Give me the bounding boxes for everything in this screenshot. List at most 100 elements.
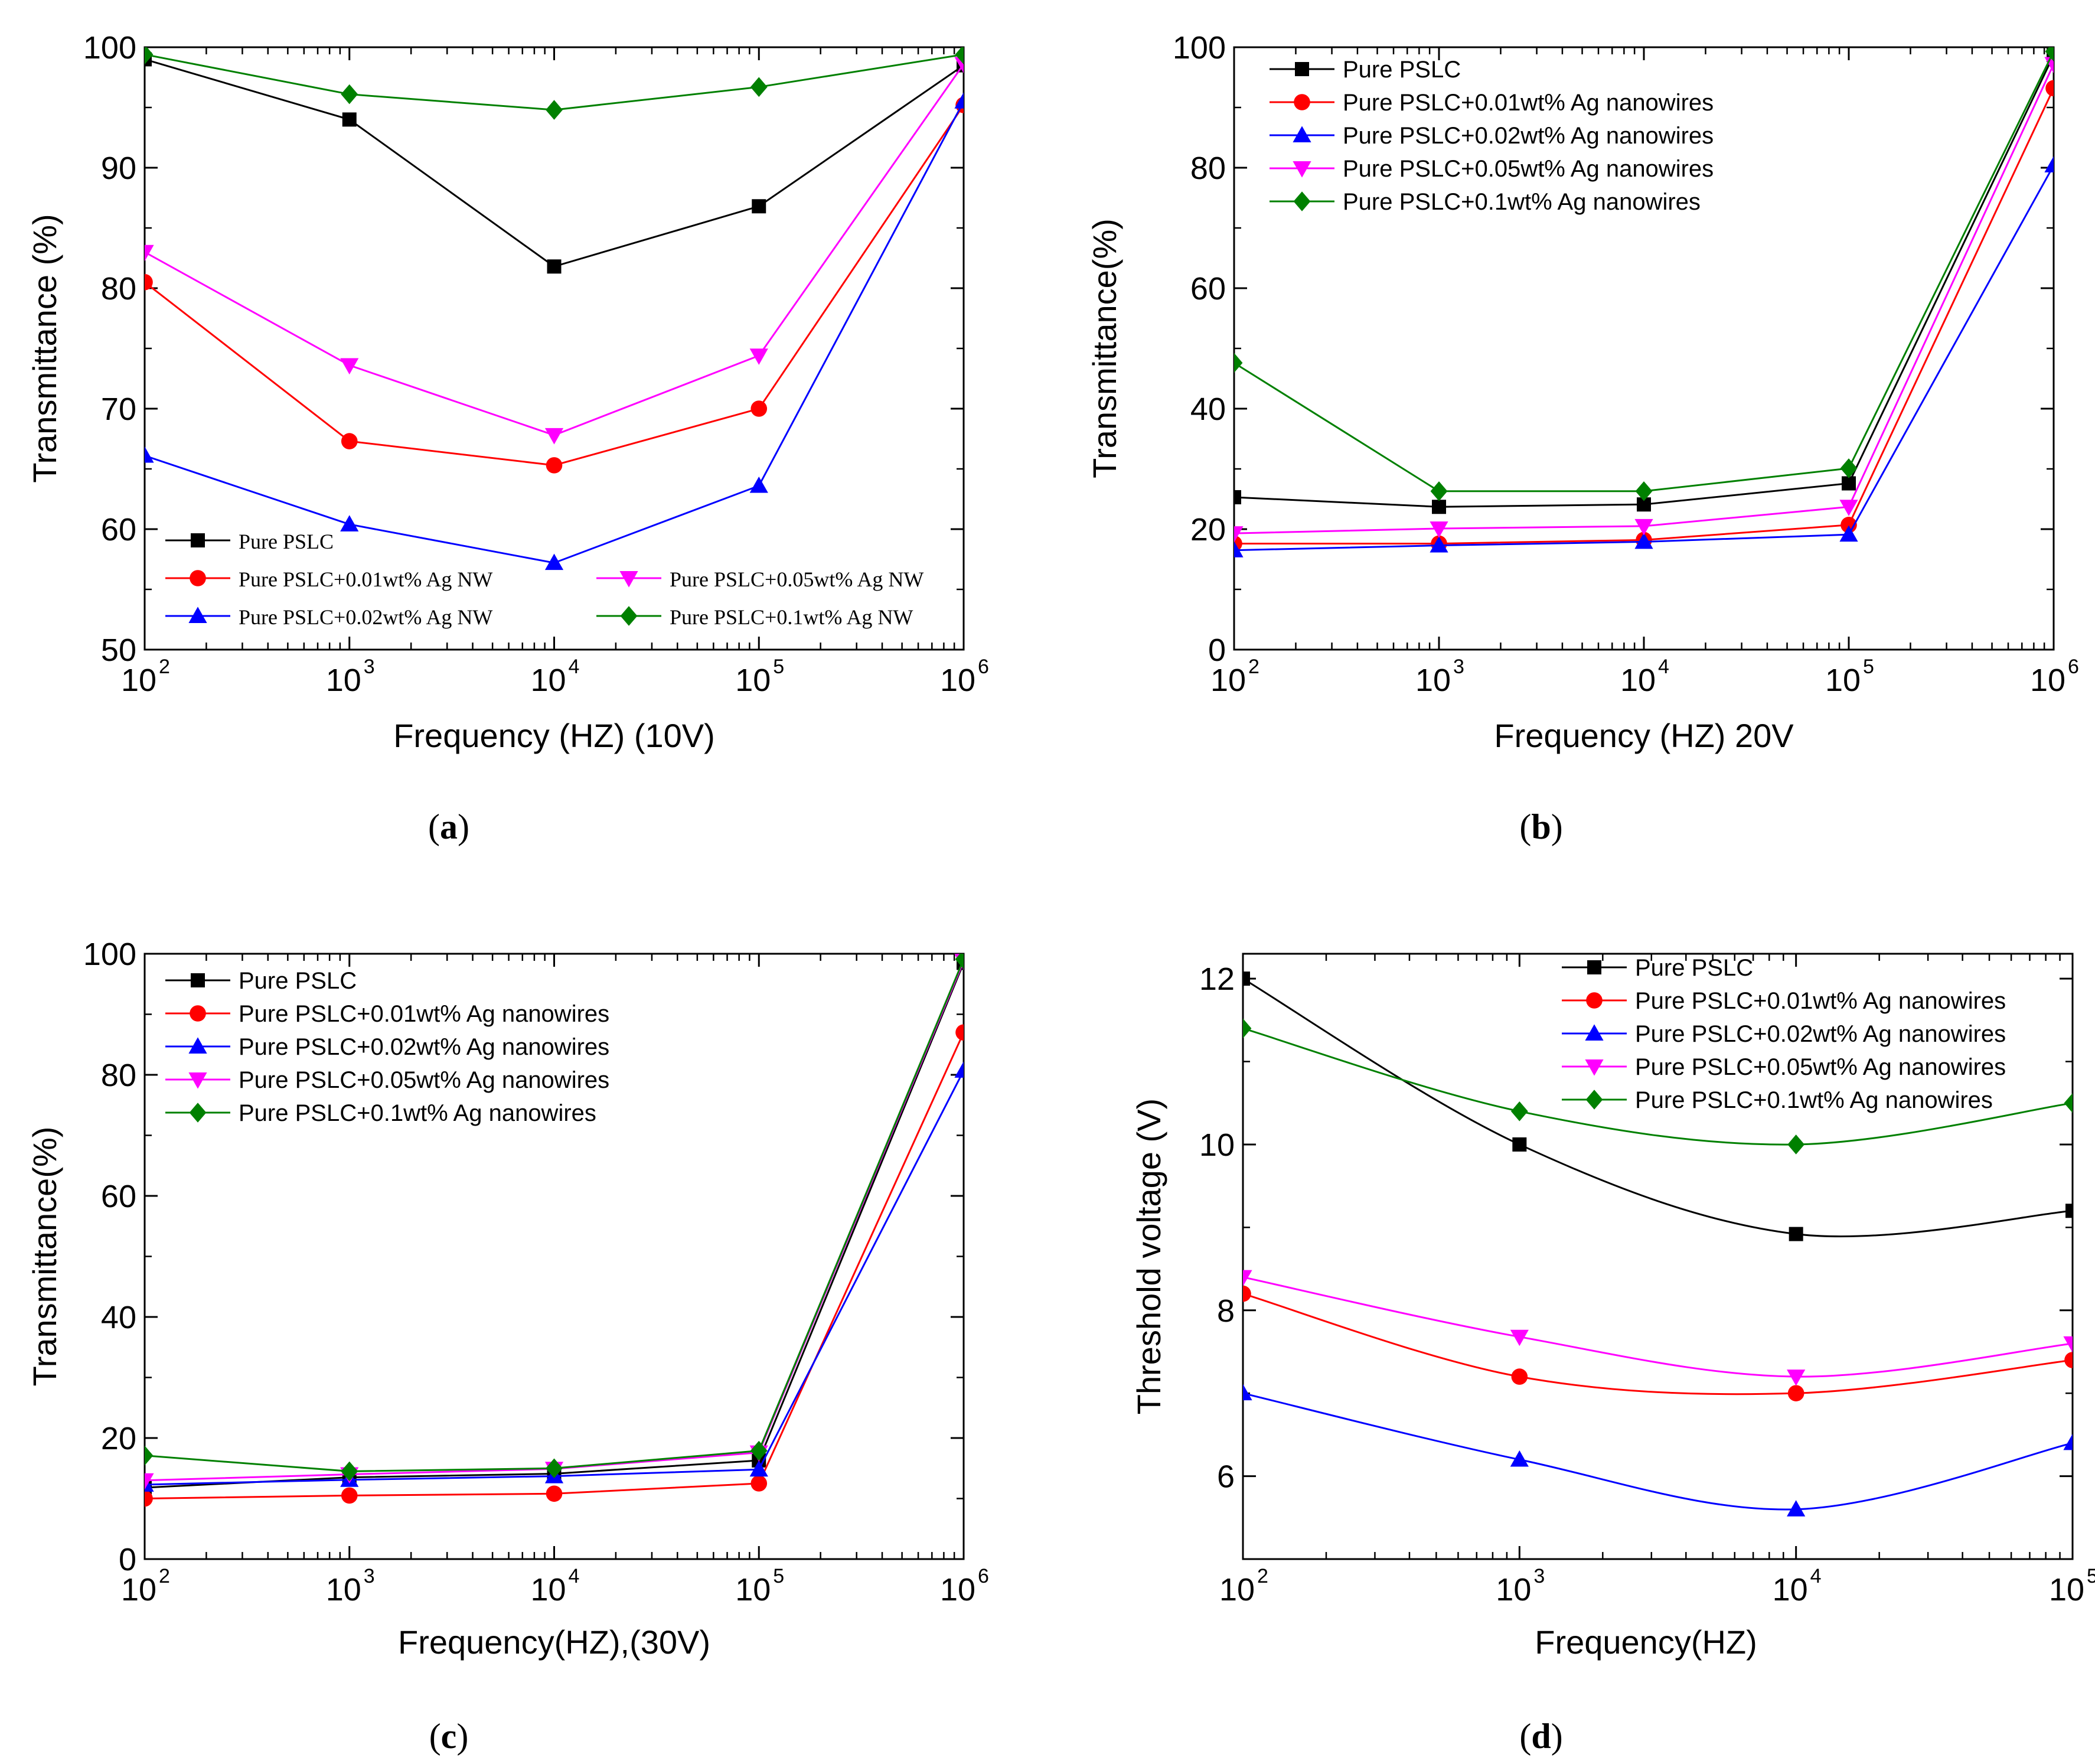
- x-tick-exponent: 3: [1453, 656, 1464, 678]
- y-tick-label: 100: [83, 937, 136, 972]
- x-tick-exponent: 3: [364, 1565, 375, 1587]
- x-axis-label: Frequency (HZ) (10V): [393, 717, 715, 754]
- data-point-3: [749, 348, 768, 365]
- series-group: [145, 954, 964, 1507]
- x-tick-exponent: 6: [2068, 656, 2079, 678]
- data-point-1: [546, 1485, 563, 1502]
- legend-entry: Pure PSLC+0.02wt% Ag nanowires: [1343, 123, 1714, 149]
- legend: Pure PSLC Pure PSLC+0.01wt% Ag nanowires P…: [1270, 57, 1714, 215]
- x-tick-exponent: 2: [1248, 656, 1259, 678]
- x-tick-exponent: 2: [1257, 1565, 1268, 1587]
- series-line-2: [145, 1070, 964, 1486]
- panel-caption: (a): [428, 807, 469, 846]
- data-point-3: [1510, 1329, 1529, 1346]
- legend-entry: Pure PSLC+0.1wt% Ag nanowires: [1343, 189, 1701, 215]
- series-group: [1234, 47, 2054, 557]
- x-tick-exponent: 3: [364, 656, 375, 678]
- x-tick-exponent: 2: [159, 1565, 170, 1587]
- plot-frame: [1242, 953, 2074, 1560]
- data-point-4: [1787, 1134, 1805, 1155]
- x-tick-label: 10: [2030, 663, 2065, 698]
- x-tick-label: 10: [530, 1572, 566, 1608]
- data-point-2: [340, 515, 359, 532]
- data-point-0: [752, 199, 766, 214]
- legend-marker: [188, 607, 207, 623]
- x-tick-exponent: 5: [1863, 656, 1874, 678]
- data-point-2: [145, 446, 154, 463]
- legend-marker: [190, 570, 206, 586]
- data-point-3: [1634, 519, 1653, 536]
- legend-entry: Pure PSLC+0.1wt% Ag nanowires: [1635, 1087, 1993, 1113]
- panel-caption: (b): [1519, 807, 1562, 846]
- data-point-3: [2063, 1336, 2073, 1353]
- y-tick-label: 6: [1217, 1459, 1235, 1495]
- y-tick-label: 60: [101, 1179, 136, 1214]
- data-point-1: [1511, 1368, 1528, 1385]
- x-tick-exponent: 5: [773, 1565, 784, 1587]
- x-tick-label: 10: [326, 663, 361, 698]
- legend-marker: [188, 1037, 207, 1054]
- data-point-0: [342, 112, 357, 127]
- legend-entry: Pure PSLC: [239, 530, 334, 553]
- legend-entry: Pure PSLC+0.02wt% Ag NW: [239, 605, 492, 629]
- legend-marker: [1587, 960, 1601, 974]
- series-line-4: [1243, 1027, 2073, 1146]
- data-point-0: [1432, 500, 1446, 514]
- y-tick-label: 90: [101, 151, 136, 186]
- series-line-1: [145, 105, 964, 467]
- legend-marker: [1585, 1059, 1604, 1076]
- data-point-0: [547, 259, 562, 274]
- data-point-4: [145, 47, 154, 65]
- legend-marker: [619, 571, 638, 588]
- chart-panel-c: 10 2 10 3 10 4 10 5 10 6020406080100Frequency(HZ)…: [26, 937, 989, 1756]
- data-point-1: [750, 400, 768, 417]
- data-point-0: [1842, 476, 1856, 491]
- x-tick-label: 10: [1210, 663, 1246, 698]
- legend-entry: Pure PSLC+0.01wt% Ag nanowires: [1635, 988, 2006, 1014]
- data-point-2: [1787, 1500, 1806, 1517]
- data-point-1: [546, 457, 563, 474]
- data-point-4: [750, 77, 768, 97]
- data-point-4: [2064, 1093, 2073, 1113]
- data-point-4: [955, 954, 964, 970]
- data-point-2: [1839, 525, 1858, 542]
- legend-entry: Pure PSLC: [1635, 955, 1753, 981]
- y-axis-label: Threshold voltage (V): [1130, 1098, 1167, 1414]
- legend-marker: [188, 1072, 207, 1089]
- data-point-4: [546, 100, 563, 120]
- x-tick-label: 10: [121, 1572, 156, 1608]
- x-tick-label: 10: [2049, 1572, 2084, 1608]
- data-point-1: [955, 1024, 964, 1041]
- x-tick-exponent: 4: [569, 656, 580, 678]
- x-tick-exponent: 6: [978, 1565, 989, 1587]
- data-point-2: [749, 476, 768, 493]
- x-tick-exponent: 4: [1658, 656, 1669, 678]
- legend-entry: Pure PSLC: [1343, 57, 1461, 83]
- x-tick-exponent: 4: [569, 1565, 580, 1587]
- series-line-0: [1243, 977, 2073, 1238]
- legend-entry: Pure PSLC: [239, 968, 357, 994]
- y-axis-label: Transmittance(%): [1086, 219, 1123, 478]
- x-tick-exponent: 2: [159, 656, 170, 678]
- data-point-1: [341, 433, 358, 449]
- legend-entry: Pure PSLC+0.01wt% Ag nanowires: [239, 1001, 609, 1027]
- y-tick-label: 10: [1199, 1127, 1235, 1163]
- series-group: [1243, 971, 2073, 1517]
- data-point-3: [1430, 521, 1448, 538]
- data-point-0: [1243, 971, 1250, 986]
- data-point-2: [2063, 1433, 2073, 1450]
- x-tick-label: 10: [1825, 663, 1861, 698]
- data-point-2: [2044, 156, 2054, 172]
- y-tick-label: 60: [101, 512, 136, 547]
- series-line-4: [1234, 51, 2054, 493]
- data-point-1: [2045, 80, 2054, 97]
- data-point-1: [341, 1487, 358, 1504]
- legend-marker: [191, 533, 205, 547]
- y-tick-label: 80: [1190, 151, 1226, 186]
- y-tick-label: 20: [1190, 512, 1226, 547]
- data-point-3: [1234, 526, 1244, 543]
- data-point-4: [1430, 481, 1448, 501]
- data-point-2: [1510, 1450, 1529, 1467]
- y-tick-label: 50: [101, 632, 136, 668]
